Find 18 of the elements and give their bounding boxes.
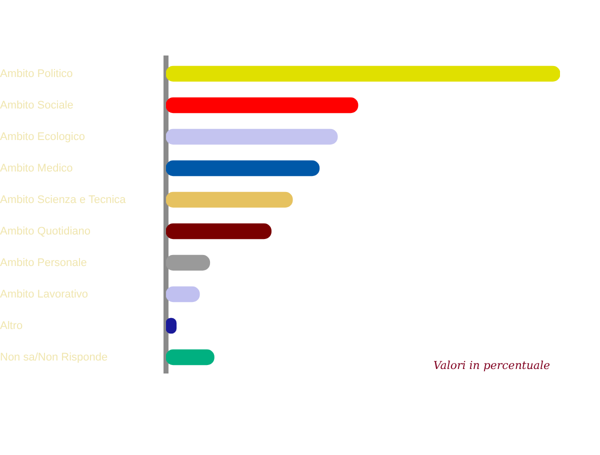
bar	[166, 223, 272, 240]
y-tick-label: Ambito Personale	[0, 256, 87, 269]
y-tick-label: Non sa/Non Risponde	[0, 351, 108, 364]
annotation: Valori in percentuale	[433, 359, 550, 372]
bar	[166, 128, 338, 145]
y-tick-label: Ambito Quotidiano	[0, 225, 90, 238]
bar	[166, 97, 358, 114]
y-tick-label: Ambito Politico	[0, 68, 73, 80]
y-tick-label: Ambito Scienza e Tecnica	[0, 194, 127, 206]
bar	[166, 66, 560, 82]
y-tick-label: Ambito Lavorativo	[0, 288, 88, 300]
y-tick-label: Ambito Medico	[0, 162, 73, 174]
bar	[166, 349, 214, 366]
bar	[166, 160, 320, 176]
y-tick-label: Ambito Sociale	[0, 99, 74, 112]
y-tick-label: Ambito Ecologico	[0, 130, 85, 143]
bar	[166, 192, 293, 208]
y-tick-label: Altro	[0, 320, 23, 332]
